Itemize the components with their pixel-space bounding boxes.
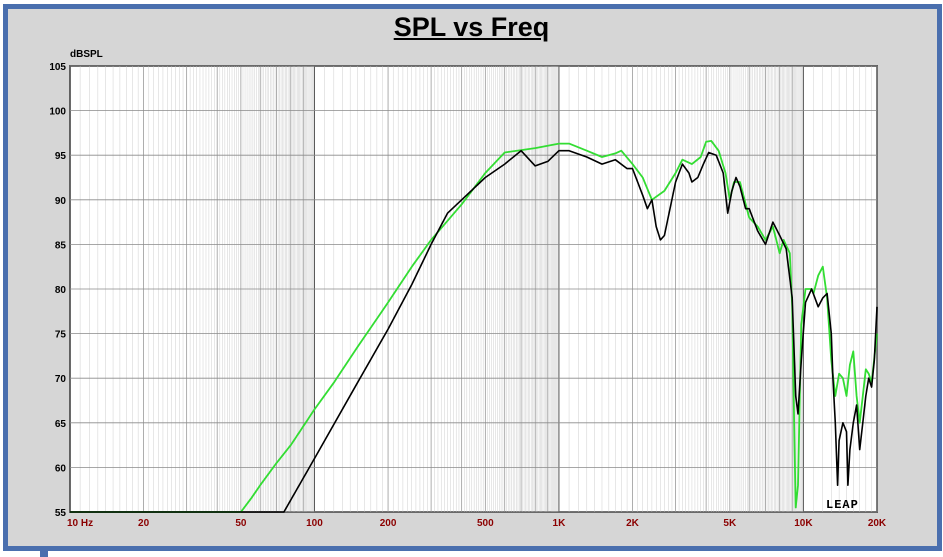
y-tick-label: 95 xyxy=(55,151,67,162)
y-tick-label: 105 xyxy=(49,62,66,73)
x-tick-label: 5K xyxy=(723,518,737,529)
y-tick-label: 90 xyxy=(55,196,67,207)
y-tick-label: 65 xyxy=(55,419,67,430)
x-tick-labels: 10 Hz 20 50 100 200 500 1K 2K 5K 10K 20K xyxy=(67,518,887,529)
x-tick-label: 200 xyxy=(380,518,397,529)
x-tick-label: 1K xyxy=(553,518,567,529)
window-corner-marker xyxy=(40,549,48,557)
x-tick-label: 10 Hz xyxy=(67,518,93,529)
series-line-2 xyxy=(70,149,878,513)
leap-watermark: LEAP xyxy=(826,498,859,512)
y-axis-label: dBSPL xyxy=(70,49,103,60)
x-tick-label: 20K xyxy=(868,518,887,529)
y-tick-label: 85 xyxy=(55,240,67,251)
y-tick-label: 100 xyxy=(49,107,66,118)
y-tick-label: 80 xyxy=(55,285,67,296)
y-tick-labels: 105 100 95 90 85 80 75 70 65 60 55 xyxy=(49,62,66,519)
series-layer xyxy=(70,140,878,513)
y-tick-label: 55 xyxy=(55,508,67,519)
x-tick-label: 100 xyxy=(306,518,323,529)
x-tick-label: 500 xyxy=(477,518,494,529)
y-tick-label: 75 xyxy=(55,330,67,341)
major-grid xyxy=(69,65,877,513)
y-tick-label: 70 xyxy=(55,374,67,385)
x-tick-label: 2K xyxy=(626,518,640,529)
x-tick-label: 20 xyxy=(138,518,150,529)
x-tick-label: 50 xyxy=(235,518,247,529)
x-tick-label: 10K xyxy=(794,518,813,529)
chart-title: SPL vs Freq xyxy=(393,12,550,42)
y-tick-label: 60 xyxy=(55,463,67,474)
